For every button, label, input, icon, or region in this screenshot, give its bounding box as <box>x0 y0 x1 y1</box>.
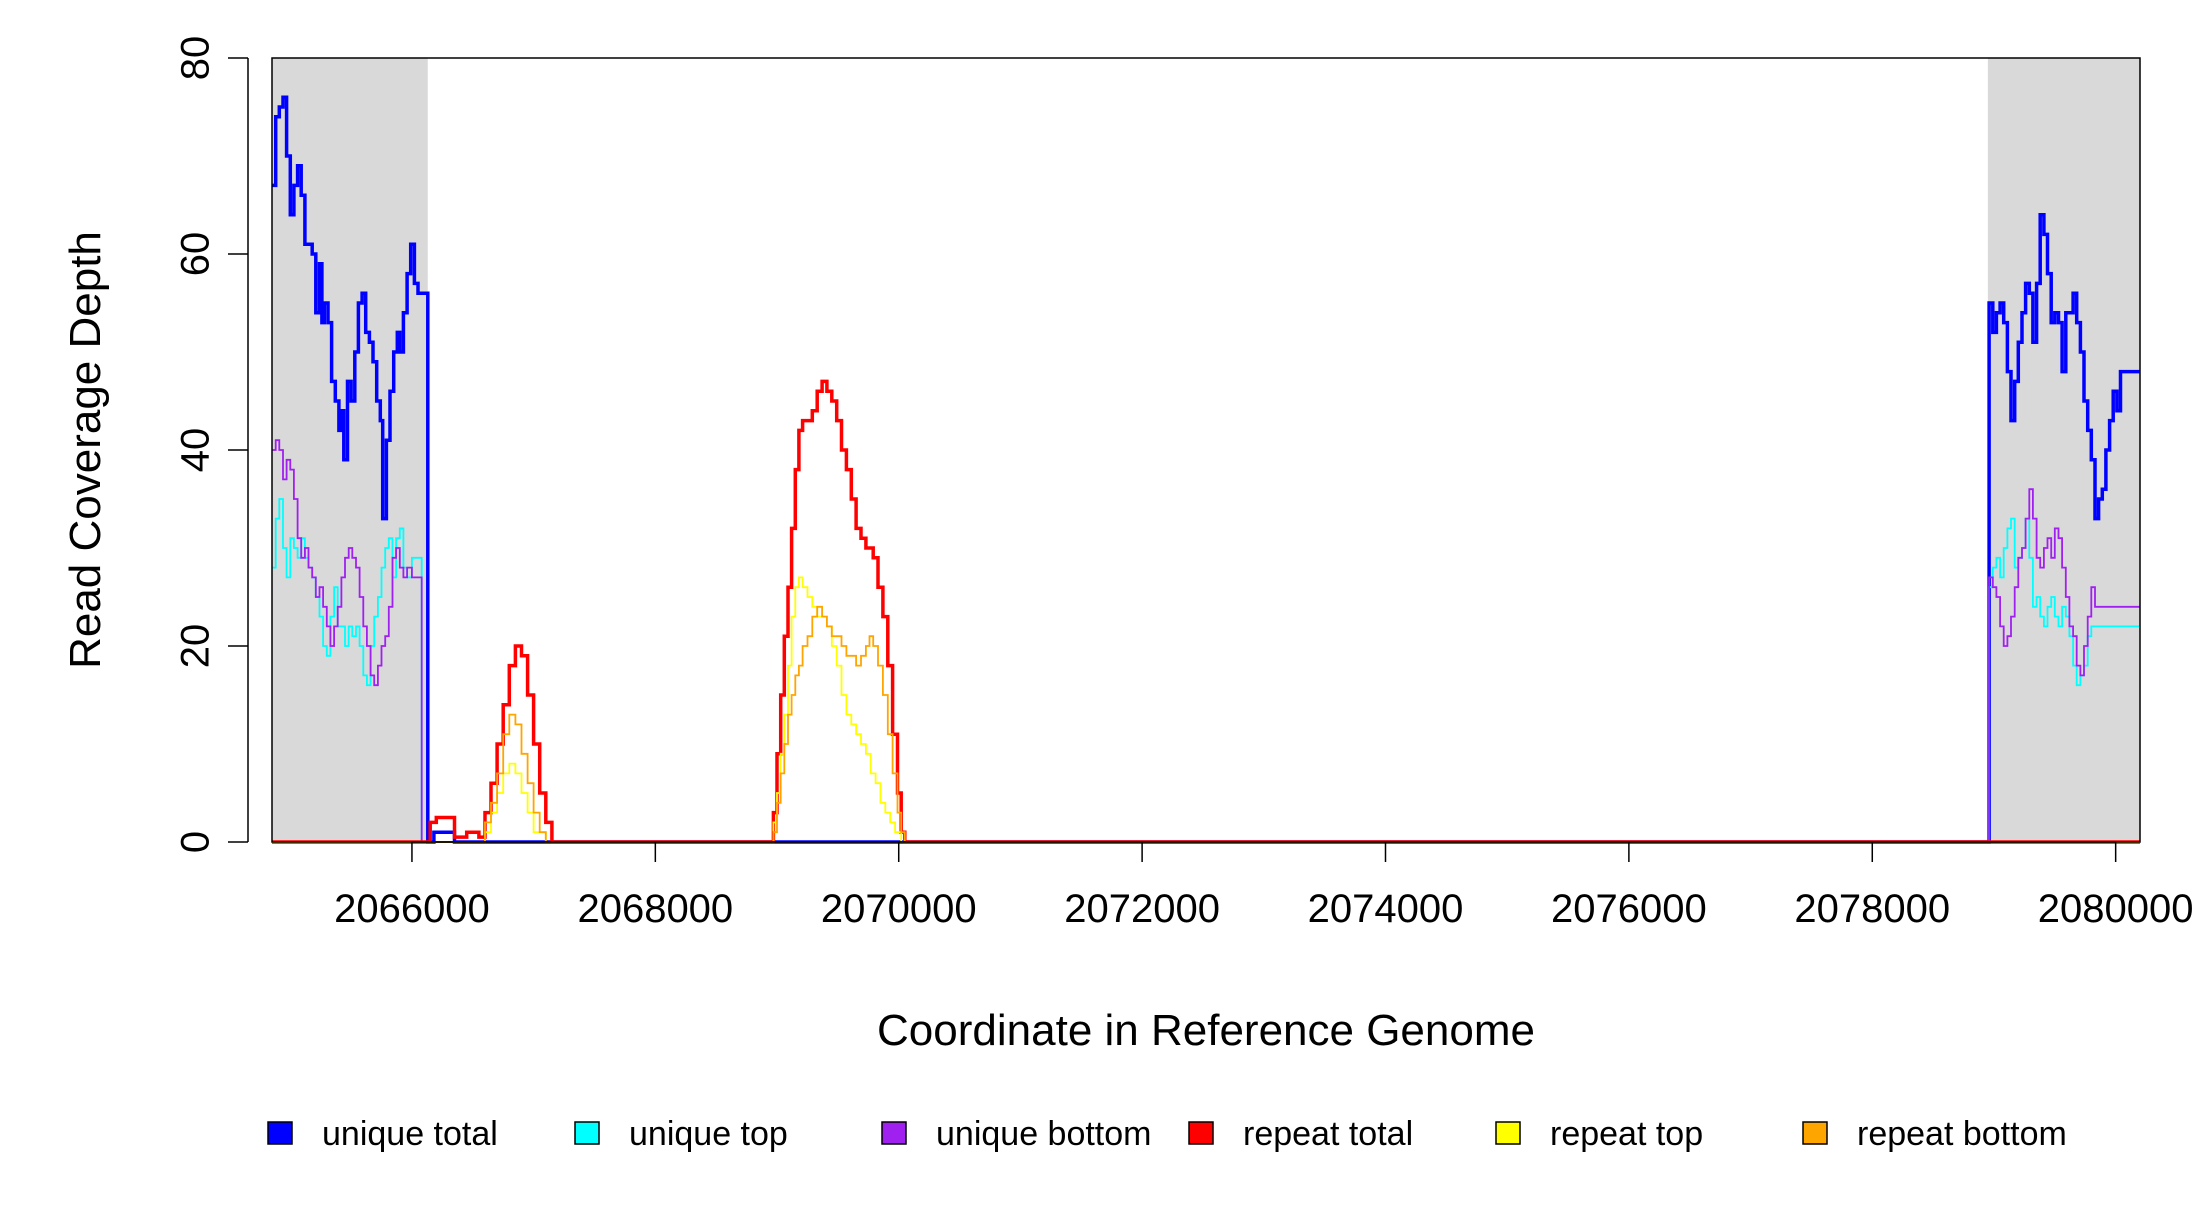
y-axis: 0 20 40 60 80 <box>174 36 249 853</box>
y-tick-label: 60 <box>174 232 218 277</box>
x-axis-label: Coordinate in Reference Genome <box>877 1006 1535 1055</box>
shaded-region-0 <box>272 58 428 842</box>
legend-swatch <box>881 1121 907 1145</box>
x-tick-label: 2070000 <box>821 887 977 931</box>
x-tick-label: 2068000 <box>577 887 733 931</box>
shaded-regions <box>272 58 2140 842</box>
series-line-repeat-bottom <box>272 605 2140 843</box>
y-tick-label: 40 <box>174 428 218 473</box>
legend-label: repeat top <box>1550 1115 1703 1153</box>
legend: unique total unique top unique bottom repea… <box>267 1115 2067 1153</box>
y-tick-label: 80 <box>174 36 218 81</box>
legend-label: unique bottom <box>936 1115 1152 1153</box>
legend-swatch <box>267 1121 293 1145</box>
x-tick-label: 2074000 <box>1308 887 1464 931</box>
legend-swatch <box>1495 1121 1521 1145</box>
series-line-unique-top <box>272 498 2140 843</box>
y-axis-label: Read Coverage Depth <box>61 231 110 669</box>
shaded-region-1 <box>1987 58 2140 842</box>
legend-label: unique top <box>629 1115 788 1153</box>
x-axis: 2066000 2068000 2070000 2072000 2074000 20760… <box>334 841 2194 931</box>
x-tick-label: 2076000 <box>1551 887 1707 931</box>
y-tick-label: 0 <box>174 831 218 853</box>
series-lines <box>272 95 2140 844</box>
plot-frame <box>271 57 2141 843</box>
series-line-unique-bottom <box>272 439 2140 843</box>
x-tick-label: 2066000 <box>334 887 490 931</box>
legend-label: repeat total <box>1243 1115 1413 1153</box>
legend-swatch <box>1802 1121 1828 1145</box>
series-line-repeat-top <box>272 576 2140 843</box>
series-line-repeat-total <box>272 379 2140 844</box>
series-line-unique-total <box>272 95 2140 844</box>
legend-label: unique total <box>322 1115 498 1153</box>
legend-label: repeat bottom <box>1857 1115 2067 1153</box>
x-tick-label: 2078000 <box>1794 887 1950 931</box>
x-tick-label: 2080000 <box>2038 887 2194 931</box>
x-tick-label: 2072000 <box>1064 887 1220 931</box>
y-tick-label: 20 <box>174 624 218 669</box>
legend-swatch <box>1188 1121 1214 1145</box>
legend-swatch <box>574 1121 600 1145</box>
